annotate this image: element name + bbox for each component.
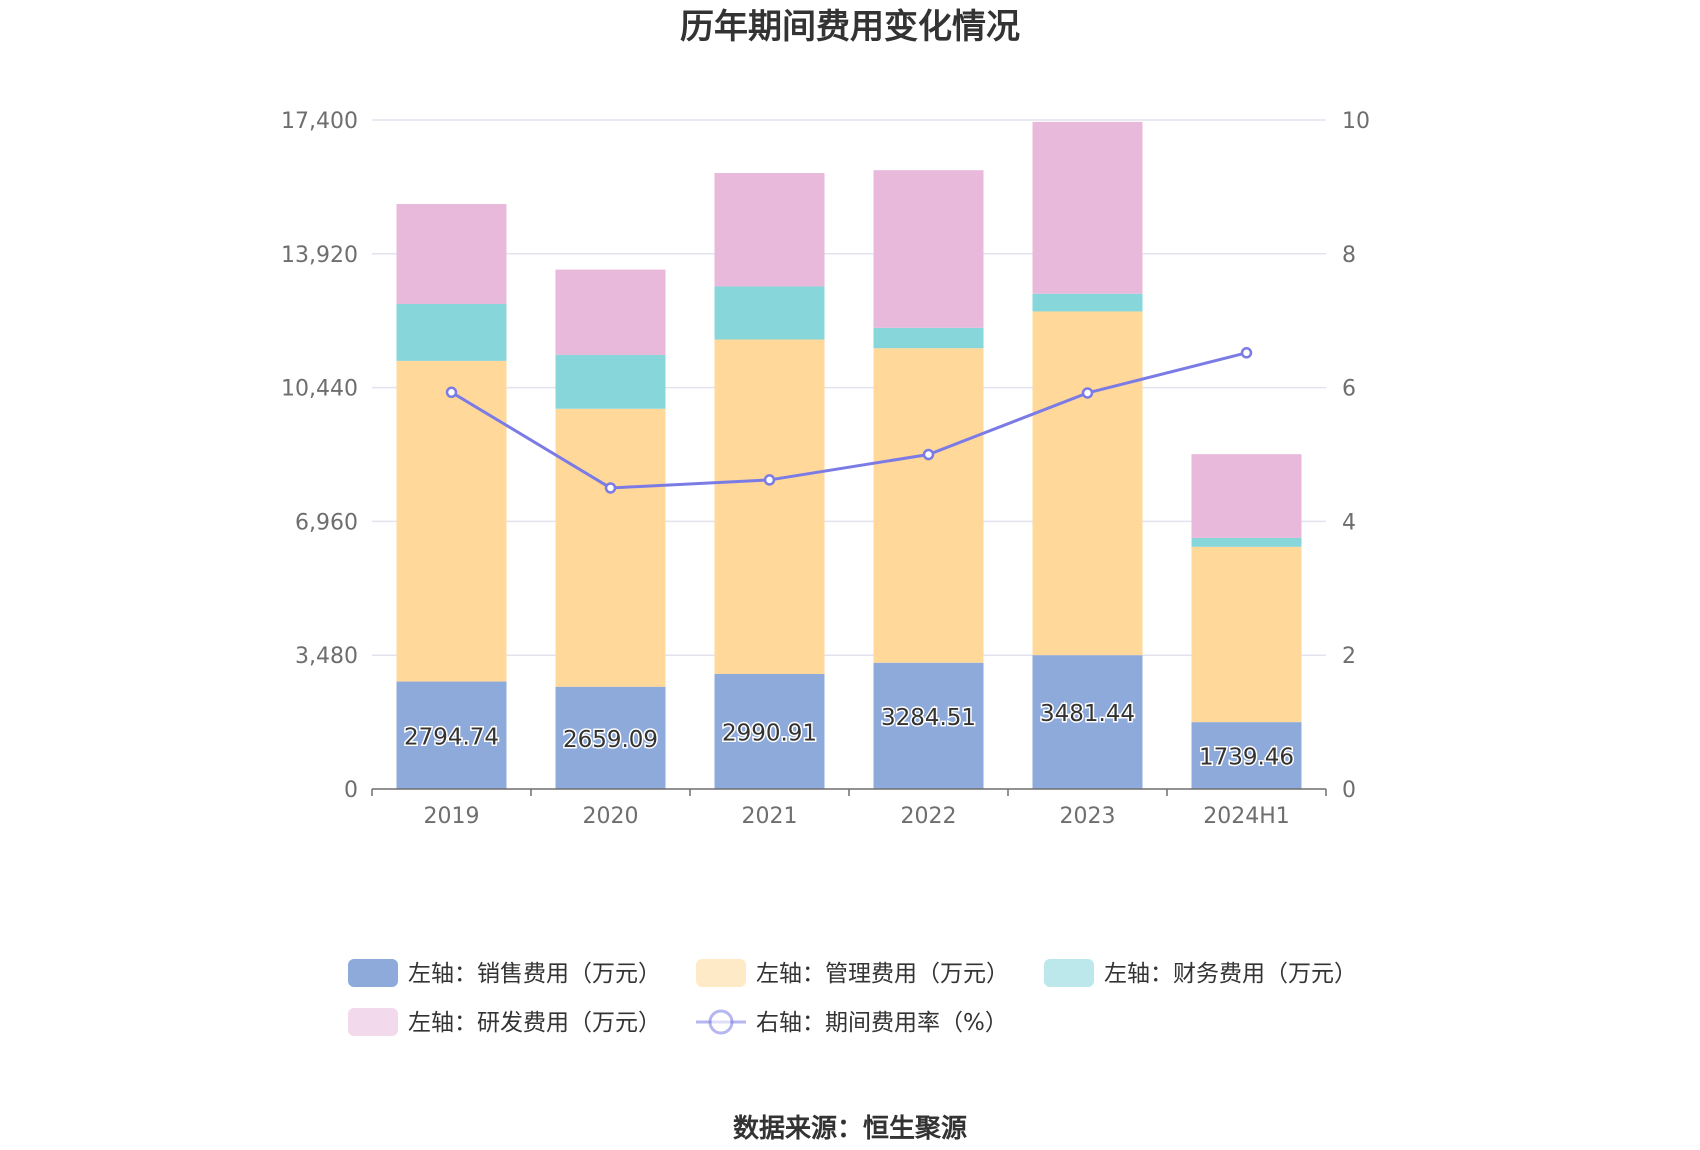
- data-label: 2659.09: [563, 727, 658, 753]
- x-axis-tick-label: 2023: [1060, 804, 1116, 829]
- bar-segment-1: [714, 339, 825, 675]
- bar-segment-2: [396, 303, 507, 361]
- rate-point: [1240, 347, 1253, 359]
- bar-segment-0: [396, 681, 507, 789]
- bar-segment-0: [1032, 655, 1143, 789]
- legend-item[interactable]: 左轴：研发费用（万元）: [348, 1008, 661, 1036]
- bar-segment-2: [1032, 293, 1143, 312]
- legend-swatch: [348, 959, 398, 987]
- bar-segment-1: [1191, 546, 1302, 723]
- legend-label: 左轴：财务费用（万元）: [1104, 961, 1357, 987]
- data-label: 3481.44: [1040, 701, 1135, 727]
- x-axis-tick-label: 2024H1: [1203, 804, 1290, 829]
- data-labels: 2794.74 2659.09 2990.91 3284.51 3481.44 1739.…: [402, 700, 1295, 772]
- rate-point: [604, 482, 617, 494]
- legend-item[interactable]: 左轴：财务费用（万元）: [1044, 959, 1357, 987]
- bar-segment-0: [873, 662, 984, 789]
- bar-segment-3: [873, 170, 984, 328]
- data-label: 3284.51: [881, 705, 976, 731]
- left-axis-tick-label: 17,400: [281, 109, 358, 134]
- bar-segment-1: [1032, 311, 1143, 656]
- bar-segment-2: [555, 354, 666, 409]
- right-axis-tick-label: 8: [1342, 243, 1356, 268]
- legend-label: 左轴：销售费用（万元）: [408, 961, 661, 987]
- bar-segment-0: [714, 674, 825, 789]
- legend-item[interactable]: 右轴：期间费用率（%）: [696, 1009, 1008, 1036]
- legend-swatch: [348, 1008, 398, 1036]
- data-label: 2990.91: [722, 721, 817, 747]
- rate-point: [922, 448, 935, 461]
- left-axis-tick-label: 13,920: [281, 243, 358, 268]
- legend-label: 右轴：期间费用率（%）: [756, 1010, 1008, 1036]
- legend-item[interactable]: 左轴：销售费用（万元）: [348, 959, 661, 987]
- legend-swatch: [1044, 959, 1094, 987]
- x-axis-tick-label: 2020: [583, 804, 639, 829]
- left-axis-tick-label: 6,960: [295, 510, 358, 535]
- left-axis-tick-label: 0: [344, 778, 358, 803]
- right-axis-tick-label: 2: [1342, 644, 1356, 669]
- x-axis-tick-label: 2022: [901, 804, 957, 829]
- bar-segment-1: [873, 348, 984, 663]
- bar-segment-3: [1191, 454, 1302, 538]
- grid-lines: [372, 119, 1326, 656]
- bar-segment-2: [714, 286, 825, 340]
- data-label: 1739.46: [1199, 745, 1294, 771]
- right-axis-tick-label: 10: [1342, 109, 1370, 134]
- bar-segment-3: [396, 204, 507, 304]
- legend-label: 左轴：管理费用（万元）: [756, 961, 1009, 987]
- bars: [396, 121, 1302, 789]
- legend-swatch: [696, 959, 746, 987]
- legend: 左轴：销售费用（万元） 左轴：管理费用（万元） 左轴：财务费用（万元） 左轴：研发费用…: [348, 959, 1357, 1036]
- x-axis-tick-label: 2021: [742, 804, 798, 829]
- legend-label: 左轴：研发费用（万元）: [408, 1010, 661, 1036]
- bar-segment-0: [1191, 722, 1302, 789]
- right-axis-tick-label: 6: [1342, 377, 1356, 402]
- rate-point: [1081, 387, 1094, 399]
- bar-segment-2: [873, 327, 984, 349]
- bar-segment-1: [396, 360, 507, 682]
- data-label: 2794.74: [404, 724, 499, 750]
- bar-segment-3: [1032, 121, 1143, 294]
- legend-marker: [708, 1009, 734, 1035]
- x-axis-tick-label: 2019: [424, 804, 480, 829]
- bar-segment-3: [714, 173, 825, 287]
- right-axis-tick-label: 0: [1342, 778, 1356, 803]
- rate-line-path: [450, 351, 1247, 490]
- bar-segment-2: [1191, 537, 1302, 547]
- left-axis-tick-label: 3,480: [295, 644, 358, 669]
- axes: 0 3,480 6,960 10,440 13,920 17,400 0 2 4 6 8 10 2019…: [281, 109, 1370, 829]
- bar-segment-1: [555, 408, 666, 687]
- source-note: 数据来源：恒生聚源: [733, 1114, 967, 1144]
- right-axis-tick-label: 4: [1342, 510, 1356, 535]
- chart-title: 历年期间费用变化情况: [680, 7, 1020, 47]
- bar-segment-3: [555, 269, 666, 355]
- rate-point: [763, 474, 776, 486]
- rate-line: [445, 347, 1253, 494]
- bar-segment-0: [555, 686, 666, 789]
- legend-item[interactable]: 左轴：管理费用（万元）: [696, 959, 1009, 987]
- rate-point: [445, 386, 458, 399]
- left-axis-tick-label: 10,440: [281, 377, 358, 402]
